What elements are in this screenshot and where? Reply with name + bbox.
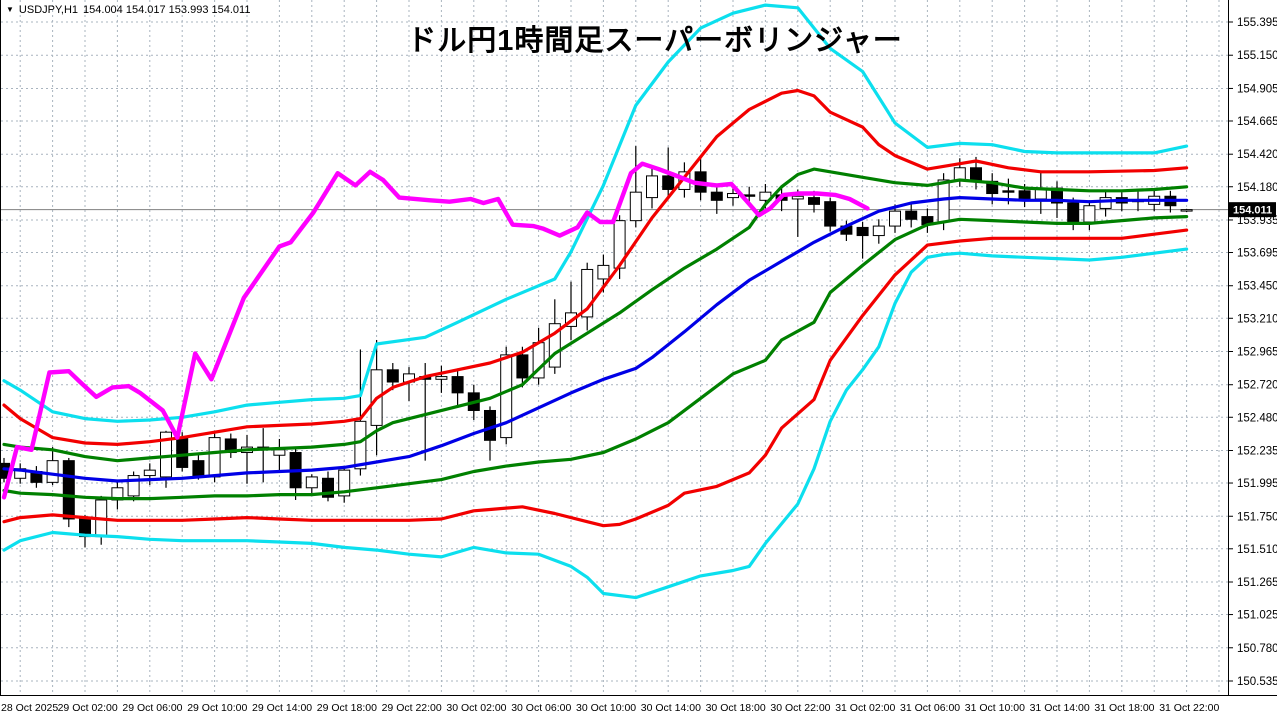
x-axis-label: 30 Oct 02:00 (446, 702, 506, 714)
chart-title: ドル円1時間足スーパーボリンジャー (407, 25, 903, 57)
x-axis-label: 29 Oct 02:00 (58, 702, 118, 714)
y-axis-label: 154.180 (1237, 182, 1277, 194)
candle (322, 471, 334, 502)
y-axis-label: 153.450 (1237, 281, 1277, 293)
candle (435, 365, 448, 393)
candle (856, 222, 869, 259)
y-axis-label: 154.420 (1237, 149, 1277, 161)
y-axis-label: 152.965 (1237, 347, 1277, 359)
candle (889, 204, 901, 233)
candle (1099, 189, 1112, 217)
y-axis-label: 154.665 (1237, 116, 1277, 128)
y-axis-label: 153.935 (1237, 215, 1277, 227)
price-axis[interactable]: 155.395 155.150 154.905 154.665 154.420 154.1… (1228, 17, 1277, 688)
candle (872, 219, 885, 244)
y-axis-label: 153.210 (1237, 313, 1277, 325)
candle (338, 466, 351, 503)
x-axis-label: 29 Oct 14:00 (252, 702, 312, 714)
symbol-info: ▼ USDJPY,H1 154.004 154.017 153.993 154.… (6, 4, 250, 16)
lagging-span-line (1, 161, 870, 500)
candle (386, 363, 399, 391)
candle (710, 184, 723, 214)
candle (354, 349, 367, 476)
symbol-timeframe-label: USDJPY,H1 (18, 4, 79, 16)
grid-lines (1, 0, 1228, 695)
candle (905, 203, 918, 228)
x-axis-label: 31 Oct 10:00 (965, 702, 1025, 714)
candle (1180, 208, 1193, 213)
candle (613, 215, 626, 279)
y-axis-label: 152.720 (1237, 380, 1277, 392)
candle (824, 197, 837, 232)
ohlc-values: 154.004 154.017 153.993 154.011 (83, 4, 251, 16)
y-axis-label: 152.235 (1237, 445, 1277, 457)
y-axis-label: 155.395 (1237, 17, 1277, 29)
x-axis-label: 29 Oct 22:00 (382, 702, 442, 714)
band-lower-1sigma (2, 215, 1189, 501)
y-axis-label: 151.025 (1237, 610, 1277, 622)
candle (646, 166, 658, 209)
candle (305, 474, 318, 496)
y-axis-label: 155.150 (1237, 50, 1277, 62)
x-axis-label: 31 Oct 02:00 (835, 702, 895, 714)
band-upper-2sigma (2, 88, 1189, 446)
y-axis-label: 150.535 (1237, 676, 1277, 688)
y-axis-label: 154.905 (1237, 83, 1277, 95)
y-axis-label: 151.995 (1237, 478, 1277, 490)
x-axis-label: 29 Oct 06:00 (122, 702, 182, 714)
y-axis-label: 151.265 (1237, 577, 1277, 589)
x-axis-label: 30 Oct 14:00 (641, 702, 701, 714)
x-axis-label: 30 Oct 10:00 (576, 702, 636, 714)
candle (791, 189, 804, 237)
y-axis-label: 153.695 (1237, 248, 1277, 260)
x-axis-label: 30 Oct 06:00 (511, 702, 571, 714)
x-axis-label: 31 Oct 18:00 (1094, 702, 1154, 714)
symbol-dropdown-icon[interactable]: ▼ (6, 5, 14, 14)
band-lower-3sigma (2, 247, 1189, 600)
candle (629, 146, 642, 228)
candle (548, 299, 561, 374)
band-upper-1sigma (2, 167, 1189, 463)
band-middle (2, 196, 1189, 483)
candle (127, 471, 140, 502)
bollinger-bands (2, 3, 1189, 600)
x-axis-label: 29 Oct 18:00 (317, 702, 377, 714)
x-axis-label: 30 Oct 18:00 (706, 702, 766, 714)
candle (581, 262, 594, 331)
x-axis-label: 29 Oct 10:00 (187, 702, 247, 714)
candle (46, 447, 59, 486)
x-axis-label: 31 Oct 22:00 (1159, 702, 1219, 714)
x-axis-label: 28 Oct 2025 (1, 702, 58, 714)
y-axis-label: 150.780 (1237, 643, 1277, 655)
time-axis[interactable]: 28 Oct 2025 29 Oct 02:00 29 Oct 06:00 29 Oc… (1, 702, 1219, 714)
candle (500, 346, 513, 445)
plot-borders (0, 0, 1277, 696)
current-price-label: 154.011 (1229, 202, 1276, 218)
candle (451, 368, 464, 408)
band-lower-2sigma (2, 228, 1189, 528)
y-axis-label: 152.480 (1237, 412, 1277, 424)
candle (143, 463, 156, 486)
y-axis-label: 151.510 (1237, 544, 1277, 556)
current-price-value: 154.011 (1233, 205, 1272, 217)
x-axis-label: 31 Oct 06:00 (900, 702, 960, 714)
y-axis-label: 151.750 (1237, 511, 1277, 523)
band-upper-3sigma (2, 3, 1189, 423)
x-axis-label: 31 Oct 14:00 (1030, 702, 1090, 714)
x-axis-label: 30 Oct 22:00 (770, 702, 830, 714)
